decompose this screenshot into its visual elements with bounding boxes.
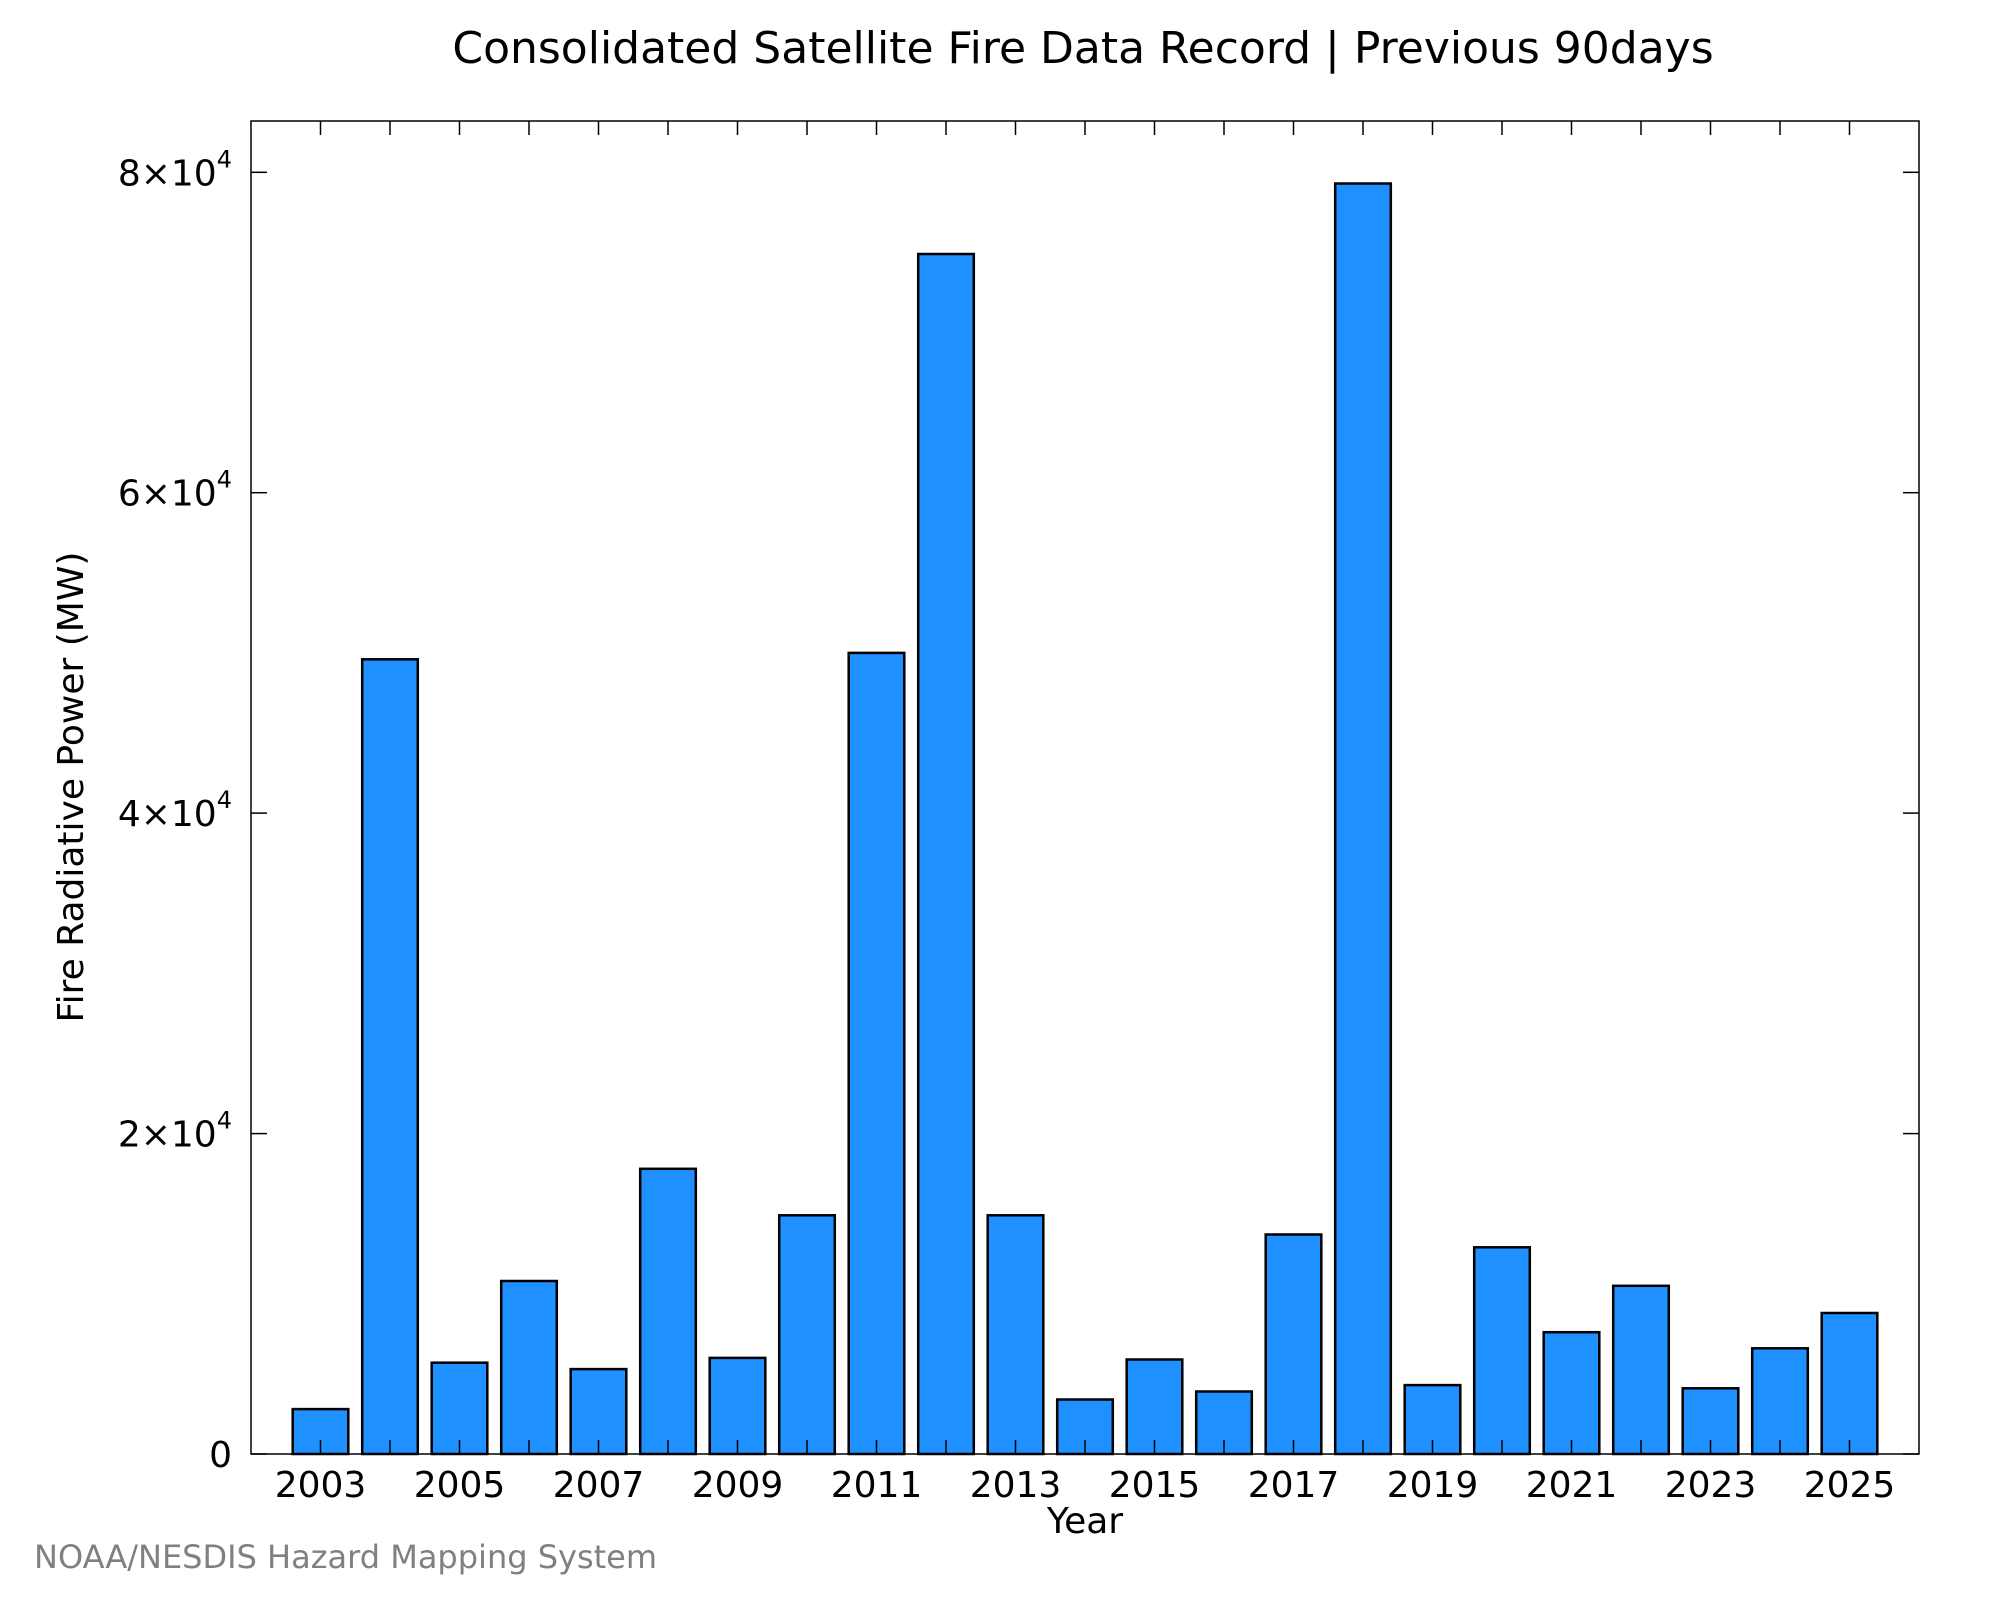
chart-title: Consolidated Satellite Fire Data Record … [452, 23, 1713, 74]
bar-2013 [986, 1214, 1045, 1456]
x-tick-label: 2019 [1387, 1465, 1479, 1506]
bar-2012 [916, 252, 976, 1456]
bar-2024 [1750, 1347, 1810, 1456]
plot-frame [250, 120, 1920, 1455]
bar-2006 [499, 1279, 559, 1456]
bar-2020 [1472, 1246, 1532, 1456]
x-tick-label: 2015 [1109, 1465, 1201, 1506]
x-tick-label: 2009 [692, 1465, 784, 1506]
x-tick-label: 2013 [970, 1465, 1062, 1506]
x-tick-label: 2003 [275, 1465, 367, 1506]
bar-2018 [1333, 182, 1393, 1456]
x-axis-label: Year [1046, 1501, 1123, 1542]
bar-2021 [1542, 1330, 1601, 1456]
bar-2004 [360, 658, 420, 1456]
y-axis-label: Fire Radiative Power (MW) [51, 552, 92, 1023]
bars-group [291, 182, 1879, 1456]
x-tick-label: 2011 [831, 1465, 923, 1506]
bar-2017 [1264, 1233, 1323, 1456]
x-tick-label: 2017 [1248, 1465, 1340, 1506]
bar-2011 [847, 651, 906, 1456]
y-tick-label: 4×104 [118, 786, 232, 835]
y-tick-label: 2×104 [118, 1107, 232, 1156]
x-tick-label: 2023 [1665, 1465, 1757, 1506]
bar-2008 [638, 1167, 698, 1456]
bar-2009 [708, 1356, 767, 1456]
bar-2015 [1125, 1358, 1184, 1456]
x-tick-label: 2005 [414, 1465, 506, 1506]
y-tick-label: 6×104 [118, 466, 232, 515]
ticks-group: 2003 2005 2007 2009 2011 2013 2015 2017 2019 2021… [118, 121, 1919, 1506]
bar-2022 [1611, 1284, 1671, 1456]
x-tick-label: 2025 [1804, 1465, 1896, 1506]
y-tick-label: 0 [209, 1435, 232, 1476]
source-credit: NOAA/NESDIS Hazard Mapping System [34, 1538, 658, 1576]
bar-2025 [1820, 1311, 1879, 1456]
x-tick-label: 2007 [553, 1465, 645, 1506]
x-tick-label: 2021 [1526, 1465, 1618, 1506]
bar-2010 [777, 1214, 837, 1456]
y-tick-label: 8×104 [118, 145, 232, 194]
